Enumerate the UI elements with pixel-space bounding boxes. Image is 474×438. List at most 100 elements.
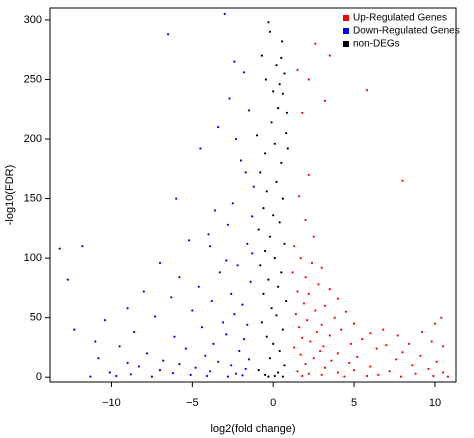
point-1-69 <box>150 375 153 378</box>
point-2-24 <box>259 264 262 267</box>
point-2-28 <box>262 292 265 295</box>
point-1-35 <box>246 323 249 326</box>
point-2-20 <box>268 235 272 238</box>
point-1-51 <box>162 359 165 362</box>
point-0-37 <box>293 346 296 349</box>
point-1-63 <box>234 372 238 375</box>
point-1-17 <box>66 278 69 281</box>
point-0-83 <box>408 342 411 345</box>
point-1-3 <box>243 71 246 74</box>
point-0-30 <box>328 334 331 337</box>
point-1-44 <box>118 345 121 348</box>
point-1-13 <box>188 239 191 242</box>
point-0-24 <box>353 322 356 325</box>
point-2-7 <box>270 121 273 124</box>
point-1-31 <box>233 313 236 316</box>
point-0-33 <box>309 340 312 343</box>
point-1-18 <box>158 261 162 264</box>
point-1-66 <box>241 374 244 377</box>
point-2-35 <box>272 342 275 345</box>
point-0-63 <box>320 373 323 376</box>
point-0-53 <box>323 366 327 369</box>
point-1-32 <box>154 315 157 318</box>
point-1-45 <box>184 347 187 350</box>
point-2-30 <box>270 307 273 310</box>
point-0-60 <box>307 372 310 375</box>
point-0-3 <box>298 195 301 198</box>
y-tick-label-4: 200 <box>24 133 42 145</box>
point-2-6 <box>277 107 280 110</box>
point-0-31 <box>301 336 304 339</box>
point-1-2 <box>233 60 236 63</box>
point-2-14 <box>265 190 268 193</box>
point-2-21 <box>283 242 286 245</box>
point-2-32 <box>260 321 263 324</box>
y-axis-label: -log10(FDR) <box>4 165 16 226</box>
point-0-20 <box>344 310 348 313</box>
point-0-73 <box>314 42 317 45</box>
point-1-8 <box>175 197 178 200</box>
point-1-52 <box>217 360 220 363</box>
point-2-1 <box>280 56 283 60</box>
y-tick-label-3: 150 <box>24 192 42 204</box>
point-0-15 <box>307 292 310 295</box>
point-2-34 <box>265 335 268 338</box>
point-0-55 <box>353 369 356 372</box>
point-1-64 <box>129 373 132 376</box>
point-2-44 <box>281 375 284 378</box>
point-0-13 <box>328 288 331 291</box>
point-0-35 <box>385 344 388 347</box>
point-2-47 <box>255 134 259 137</box>
point-0-51 <box>411 364 414 367</box>
point-0-11 <box>304 276 307 279</box>
point-1-20 <box>218 271 221 274</box>
point-0-77 <box>433 322 437 325</box>
point-0-17 <box>302 302 306 305</box>
point-0-52 <box>369 365 372 368</box>
point-2-19 <box>257 228 260 231</box>
point-1-6 <box>199 147 202 150</box>
point-0-78 <box>420 330 424 334</box>
point-2-17 <box>272 214 275 217</box>
point-2-49 <box>268 30 272 33</box>
point-1-73 <box>234 137 238 141</box>
point-2-52 <box>285 111 289 114</box>
point-1-1 <box>167 33 170 36</box>
point-0-32 <box>361 338 364 341</box>
point-1-36 <box>200 326 204 329</box>
point-0-48 <box>435 360 438 363</box>
point-0-25 <box>320 323 323 326</box>
point-0-66 <box>301 374 304 378</box>
point-2-10 <box>264 152 267 155</box>
point-2-39 <box>257 369 260 372</box>
point-2-22 <box>264 249 267 253</box>
point-2-12 <box>259 171 262 174</box>
legend-label-0: Up-Regulated Genes <box>353 13 447 24</box>
legend-label-1: Down-Regulated Genes <box>353 26 460 37</box>
point-2-15 <box>281 197 284 200</box>
point-1-57 <box>194 366 197 369</box>
point-1-16 <box>81 245 84 248</box>
point-1-22 <box>249 280 252 283</box>
point-2-41 <box>264 373 267 376</box>
point-1-12 <box>207 233 210 236</box>
point-1-7 <box>239 159 242 162</box>
point-0-64 <box>432 374 435 378</box>
x-tick-label-4: 10 <box>429 397 441 409</box>
point-0-62 <box>377 373 380 376</box>
point-0-16 <box>336 297 339 300</box>
point-0-81 <box>396 334 399 337</box>
data-points-layer <box>58 12 449 378</box>
point-0-36 <box>322 345 325 348</box>
point-1-53 <box>126 361 129 364</box>
point-0-18 <box>323 304 327 307</box>
point-2-50 <box>281 40 284 43</box>
point-1-23 <box>197 285 200 288</box>
point-0-22 <box>333 316 336 319</box>
point-0-38 <box>375 347 378 350</box>
point-2-4 <box>278 83 281 86</box>
point-1-38 <box>133 330 136 334</box>
point-1-11 <box>226 223 229 226</box>
point-2-9 <box>273 142 276 145</box>
